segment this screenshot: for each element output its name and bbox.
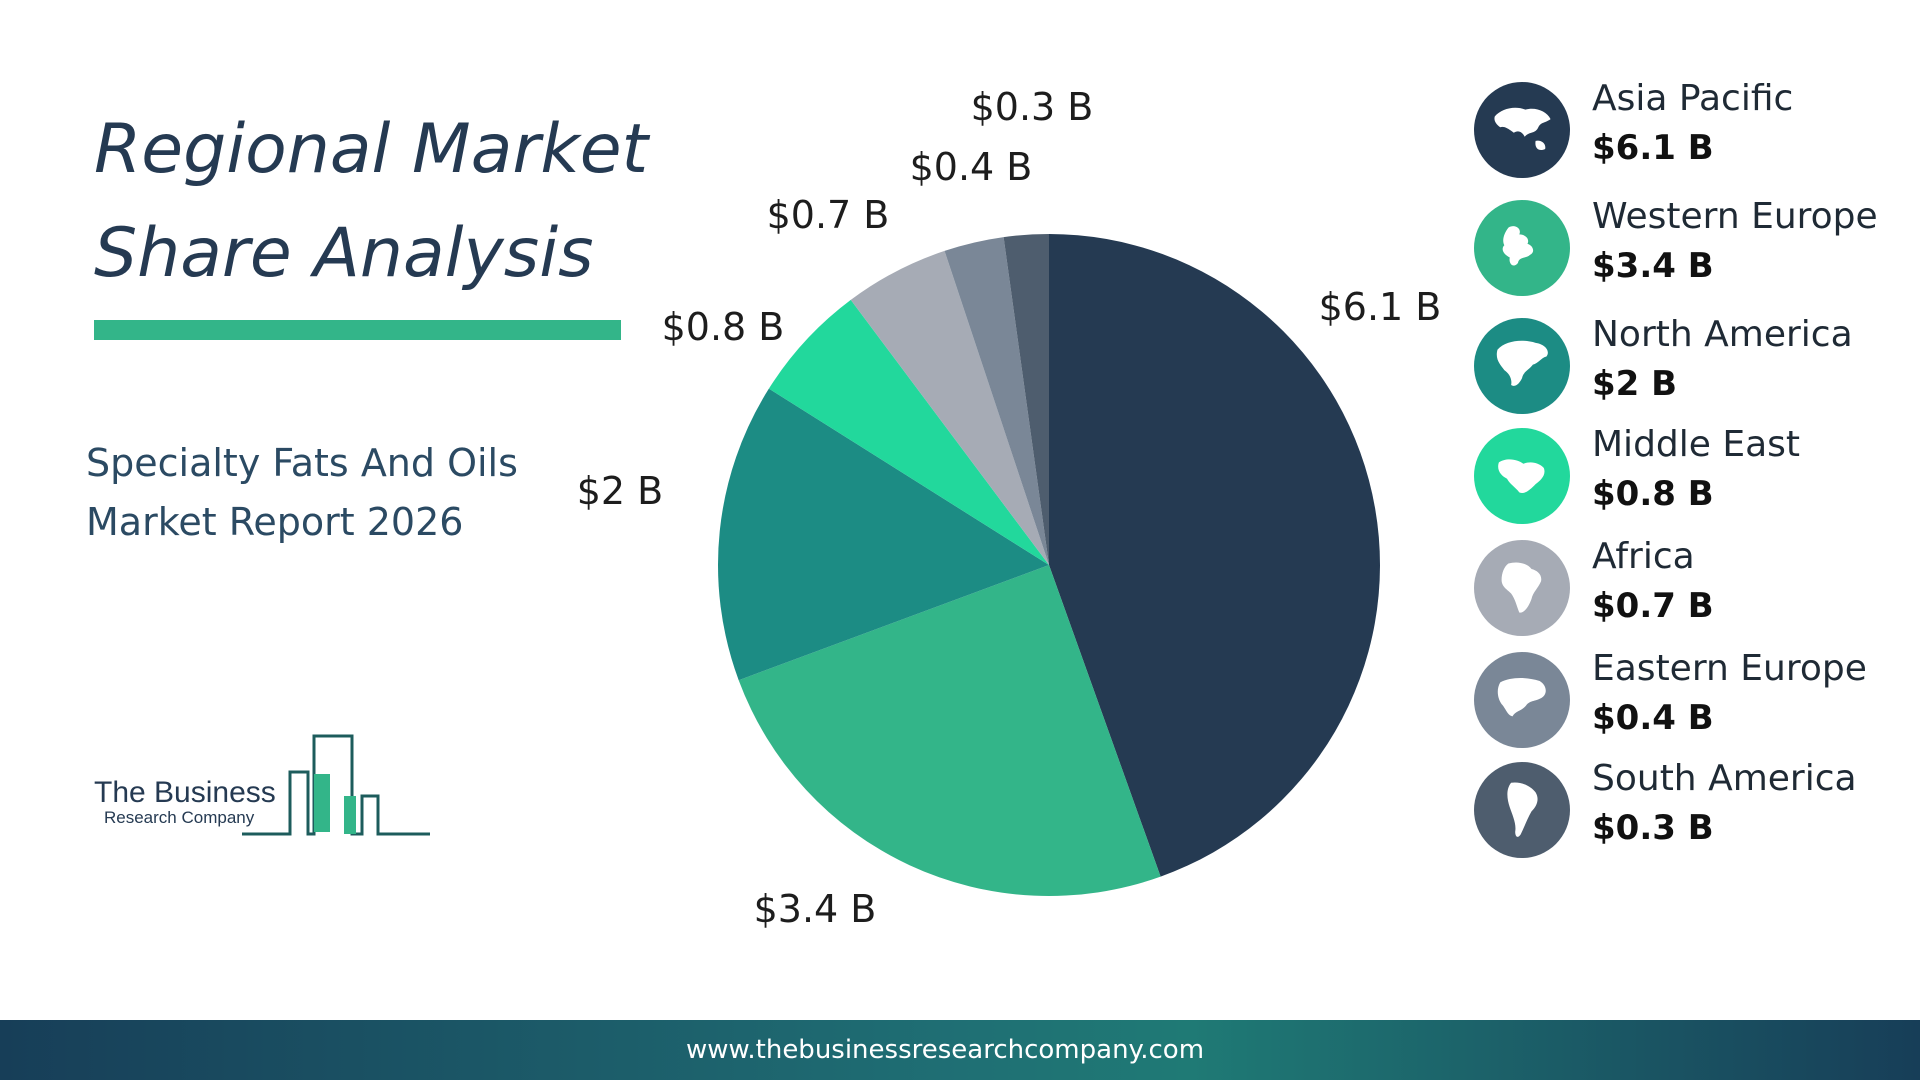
legend-region-value: $6.1 B xyxy=(1592,128,1714,168)
eastern-europe-map-icon xyxy=(1497,678,1546,717)
pie-slice-africa xyxy=(850,250,1049,565)
pie-chart: $6.1 B $3.4 B $2 B $0.8 B $0.7 B $0.4 B $0.3 B xyxy=(577,85,1442,931)
legend-region-value: $0.7 B xyxy=(1592,586,1714,626)
legend-region-name: South America xyxy=(1592,758,1857,799)
legend-swatch xyxy=(1474,652,1570,748)
middle-east-map-icon xyxy=(1498,459,1545,494)
footer-bar: www.thebusinessresearchcompany.com xyxy=(0,1020,1920,1080)
legend-swatch xyxy=(1474,318,1570,414)
pie-label-south-america: $0.3 B xyxy=(971,85,1094,129)
legend-swatch xyxy=(1474,82,1570,178)
legend-region-value: $3.4 B xyxy=(1592,246,1714,286)
asia-pacific-map-icon xyxy=(1494,107,1551,151)
title-line-1: Regional Market xyxy=(94,110,649,189)
company-logo: The Business Research Company xyxy=(92,730,452,845)
legend-region-name: Middle East xyxy=(1592,424,1801,465)
legend-swatch xyxy=(1474,200,1570,296)
legend-item-middle-east: Middle East $0.8 B xyxy=(1474,424,1914,538)
pie-label-western-europe: $3.4 B xyxy=(754,887,877,931)
page-title: Regional Market Share Analysis xyxy=(94,98,654,306)
pie-slice-middle-east xyxy=(768,299,1049,565)
pie-labels: $6.1 B $3.4 B $2 B $0.8 B $0.7 B $0.4 B $0.3 B xyxy=(577,85,1442,931)
pie-label-north-america: $2 B xyxy=(577,469,664,513)
pie-slice-western-europe xyxy=(738,565,1161,896)
pie-label-middle-east: $0.8 B xyxy=(662,305,785,349)
report-subtitle: Specialty Fats And Oils Market Report 20… xyxy=(86,434,646,552)
legend-region-value: $0.4 B xyxy=(1592,698,1714,738)
legend-item-africa: Africa $0.7 B xyxy=(1474,536,1914,650)
pie-slices xyxy=(718,234,1380,896)
legend-region-name: North America xyxy=(1592,314,1853,355)
pie-label-eastern-europe: $0.4 B xyxy=(910,145,1033,189)
subtitle-line-2: Market Report 2026 xyxy=(86,500,464,544)
pie-label-asia-pacific: $6.1 B xyxy=(1319,285,1442,329)
pie-slice-asia-pacific xyxy=(1049,234,1380,877)
pie-slice-south-america xyxy=(1003,234,1049,565)
legend-region-name: Asia Pacific xyxy=(1592,78,1794,119)
title-underline-bar xyxy=(94,320,621,340)
legend-region-value: $0.3 B xyxy=(1592,808,1714,848)
logo-text-line-2: Research Company xyxy=(104,808,255,827)
legend-region-value: $0.8 B xyxy=(1592,474,1714,514)
subtitle-line-1: Specialty Fats And Oils xyxy=(86,441,518,485)
pie-label-africa: $0.7 B xyxy=(767,193,890,237)
legend-swatch xyxy=(1474,428,1570,524)
legend-item-asia-pacific: Asia Pacific $6.1 B xyxy=(1474,78,1914,192)
title-line-2: Share Analysis xyxy=(94,214,594,293)
legend-region-name: Africa xyxy=(1592,536,1695,577)
legend-region-name: Western Europe xyxy=(1592,196,1878,237)
western-europe-map-icon xyxy=(1502,226,1534,266)
pie-slice-eastern-europe xyxy=(944,237,1049,565)
legend-swatch xyxy=(1474,762,1570,858)
logo-text-line-1: The Business xyxy=(94,776,276,809)
logo-graphic: The Business Research Company xyxy=(94,734,430,836)
legend-swatch xyxy=(1474,540,1570,636)
legend-item-north-america: North America $2 B xyxy=(1474,314,1914,428)
south-america-map-icon xyxy=(1507,782,1538,837)
legend-item-eastern-europe: Eastern Europe $0.4 B xyxy=(1474,648,1914,762)
legend-region-name: Eastern Europe xyxy=(1592,648,1867,689)
legend-item-south-america: South America $0.3 B xyxy=(1474,758,1914,872)
africa-map-icon xyxy=(1501,562,1542,613)
legend-item-western-europe: Western Europe $3.4 B xyxy=(1474,196,1914,310)
legend-region-value: $2 B xyxy=(1592,364,1678,404)
pie-slice-north-america xyxy=(718,388,1049,681)
footer-url[interactable]: www.thebusinessresearchcompany.com xyxy=(685,1035,1205,1065)
north-america-map-icon xyxy=(1496,340,1548,386)
